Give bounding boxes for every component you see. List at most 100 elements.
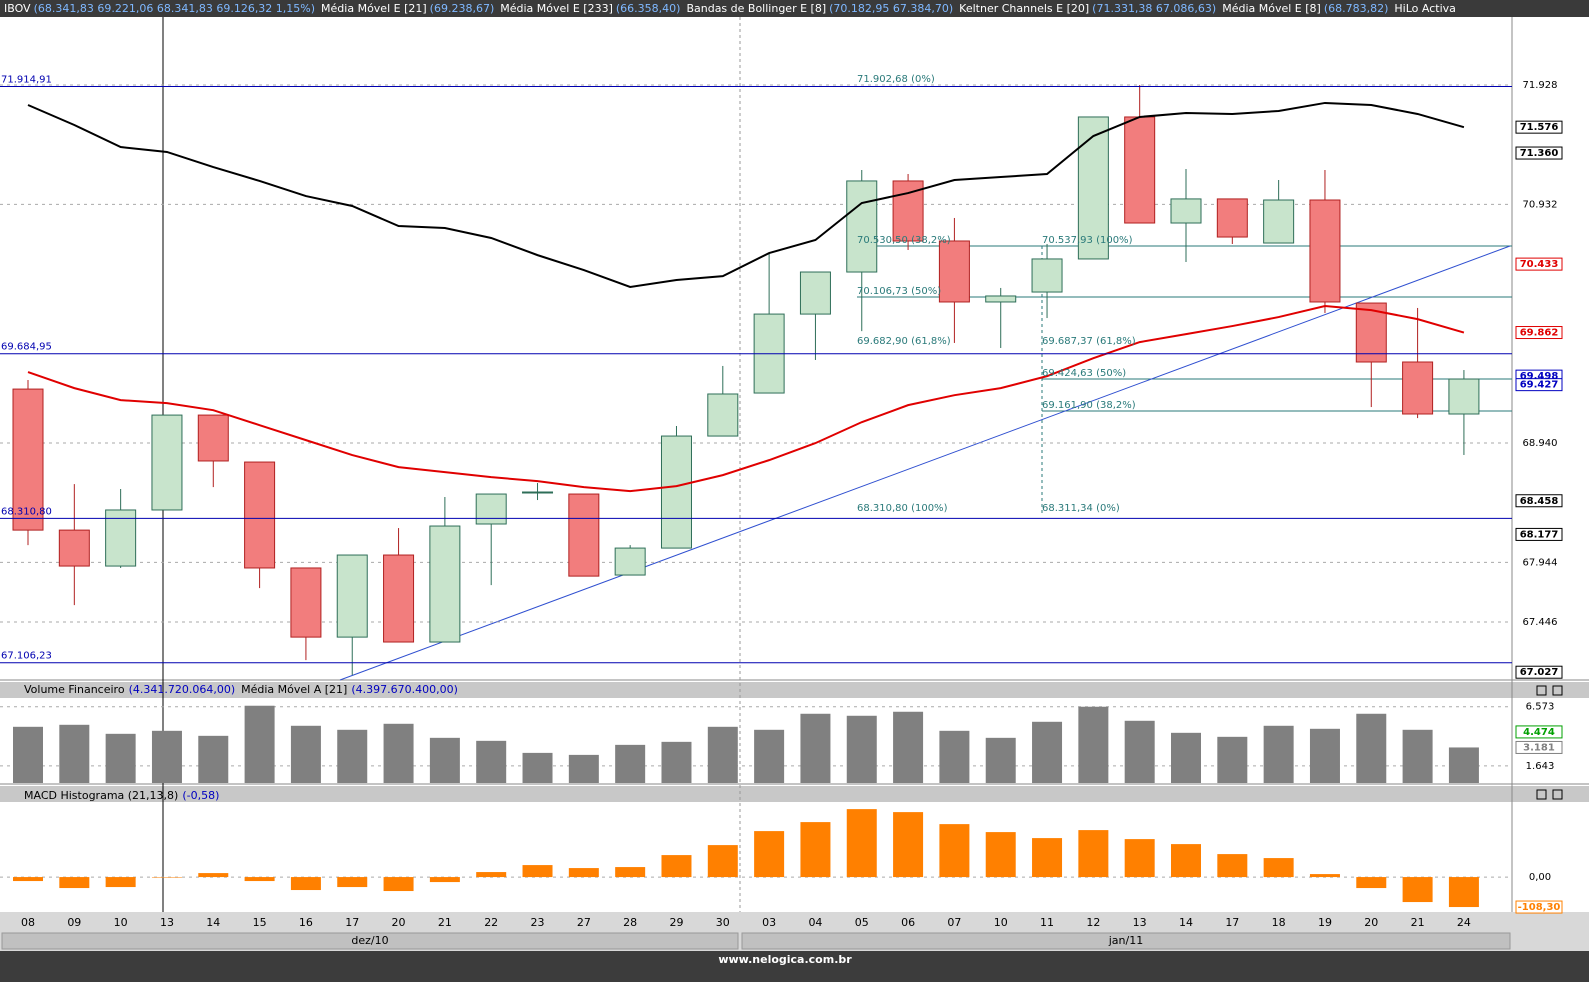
header-values: (66.358,40) xyxy=(616,2,681,15)
price-tag-box xyxy=(1515,146,1563,160)
panel-title-values: (4.341.720.064,00) xyxy=(129,683,236,696)
bar xyxy=(290,725,321,783)
price-tag: 3.181 xyxy=(1523,742,1555,753)
candle-body xyxy=(799,271,831,315)
bar xyxy=(476,740,507,783)
bar xyxy=(1032,721,1063,783)
x-tick-label: 14 xyxy=(206,916,220,929)
bar xyxy=(1263,858,1294,878)
header-values: (71.331,38 67.086,63) xyxy=(1092,2,1216,15)
bar xyxy=(13,877,43,882)
y-tick-label: 70.932 xyxy=(1523,199,1558,210)
candle-body xyxy=(105,509,137,567)
bar xyxy=(1078,706,1109,783)
price-tag-box xyxy=(1515,665,1563,679)
bar xyxy=(985,737,1016,783)
candle-body xyxy=(1124,116,1156,224)
price-tag: 70.433 xyxy=(1520,259,1559,270)
header-name: IBOV xyxy=(4,2,31,15)
header-name: Bandas de Bollinger E [8] xyxy=(686,2,826,15)
bar xyxy=(939,730,970,783)
macd-header-bar xyxy=(0,786,1589,802)
header-values: (69.238,67) xyxy=(430,2,495,15)
bar xyxy=(1263,725,1294,783)
bar xyxy=(244,877,275,882)
x-tick-label: 04 xyxy=(808,916,822,929)
candle-body xyxy=(1031,258,1063,293)
panel-subtitle: Média Móvel A [21] xyxy=(241,683,347,696)
bar xyxy=(661,855,692,878)
x-tick-label: 10 xyxy=(114,916,128,929)
bar xyxy=(1171,732,1201,783)
x-tick-label: 14 xyxy=(1179,916,1193,929)
bar xyxy=(1309,728,1340,783)
month-label: jan/11 xyxy=(1108,934,1143,947)
header-values: (68.341,83 69.221,06 68.341,83 69.126,32… xyxy=(34,2,315,15)
candle-body xyxy=(429,525,461,643)
footer-text: www.nelogica.com.br xyxy=(718,953,852,966)
x-tick-label: 23 xyxy=(531,916,545,929)
panel-title-values: (-0,58) xyxy=(182,789,219,802)
bar xyxy=(1124,839,1155,878)
candle-body xyxy=(660,435,692,549)
month-band xyxy=(741,932,1511,950)
close-button[interactable] xyxy=(1552,685,1563,696)
x-tick-label: 06 xyxy=(901,916,915,929)
bar xyxy=(615,744,646,783)
price-tag: 71.576 xyxy=(1520,122,1559,133)
candle-body xyxy=(985,295,1017,303)
level-label: 68.310,80 xyxy=(1,506,52,517)
month-label: dez/10 xyxy=(351,934,388,947)
price-tag-box xyxy=(1515,900,1563,914)
candle-body xyxy=(58,529,90,567)
y-tick-label: 71.928 xyxy=(1523,80,1558,91)
level-label: 71.914,91 xyxy=(1,75,52,86)
maximize-button[interactable] xyxy=(1536,685,1547,696)
bar xyxy=(383,723,414,783)
candle-body xyxy=(614,547,646,576)
maximize-button[interactable] xyxy=(1536,789,1547,800)
bar xyxy=(59,877,90,889)
y-tick-label: 6.573 xyxy=(1526,702,1555,713)
panel-subtitle-values: (4.397.670.400,00) xyxy=(351,683,458,696)
bar xyxy=(337,729,368,783)
bar xyxy=(707,845,738,878)
x-tick-label: 13 xyxy=(160,916,174,929)
y-tick-label: 68.940 xyxy=(1523,438,1558,449)
x-tick-label: 21 xyxy=(1411,916,1425,929)
x-tick-label: 21 xyxy=(438,916,452,929)
price-tag-box xyxy=(1515,494,1563,508)
x-tick-label: 09 xyxy=(67,916,81,929)
candle-body xyxy=(1402,361,1434,415)
price-tag: 69.862 xyxy=(1520,328,1559,339)
price-tag: 4.474 xyxy=(1523,727,1555,738)
chart-layer: IBOV (68.341,83 69.221,06 68.341,83 69.12… xyxy=(0,2,1563,929)
candle-body xyxy=(1263,199,1295,244)
close-button[interactable] xyxy=(1552,789,1563,800)
candle-body xyxy=(568,493,600,577)
candle-body xyxy=(846,180,878,273)
bar xyxy=(429,737,460,783)
candle-body xyxy=(707,393,739,437)
candle-body xyxy=(290,567,322,638)
bar xyxy=(1171,844,1201,878)
x-tick-label: 20 xyxy=(1364,916,1378,929)
candle-body xyxy=(197,414,229,462)
level-label: 67.106,23 xyxy=(1,651,52,662)
header-name: HiLo Activa xyxy=(1394,2,1456,15)
bar xyxy=(522,752,553,783)
bar xyxy=(522,865,553,878)
month-band xyxy=(1,932,739,950)
x-tick-label: 30 xyxy=(716,916,730,929)
header-name: Média Móvel E [21] xyxy=(321,2,427,15)
bar xyxy=(939,824,970,878)
price-tag: 69.498 xyxy=(1520,371,1559,382)
candle-body xyxy=(12,388,44,531)
bar xyxy=(105,877,136,888)
bar xyxy=(1078,830,1109,878)
y-tick-label: 67.446 xyxy=(1523,617,1558,628)
bar xyxy=(1217,854,1248,878)
x-tick-label: 07 xyxy=(947,916,961,929)
header-values: (70.182,95 67.384,70) xyxy=(829,2,953,15)
